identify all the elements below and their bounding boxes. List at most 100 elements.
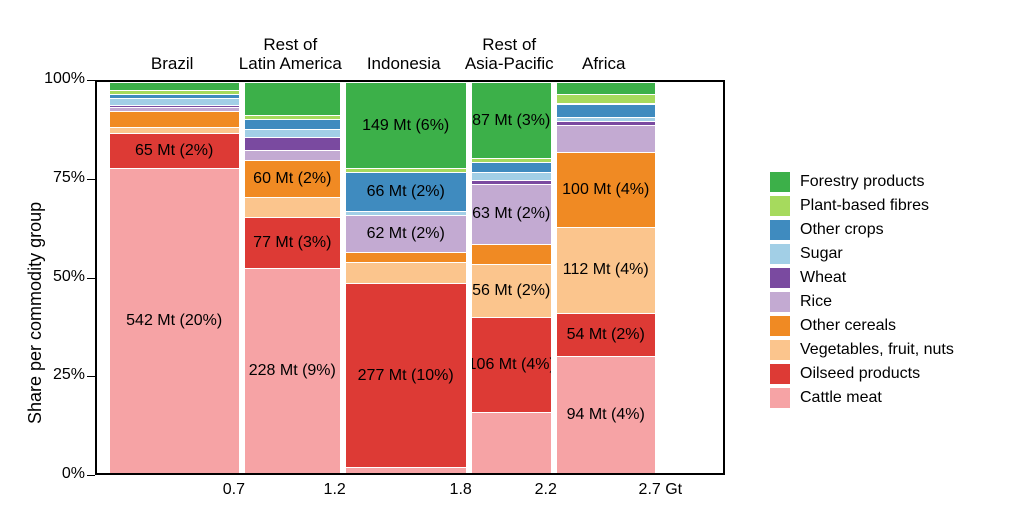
segment-label: 106 Mt (4%) [472,356,551,374]
legend-item: Other cereals [770,314,954,338]
segment-label: 62 Mt (2%) [367,225,445,243]
legend-swatch [770,196,790,216]
column-title: Africa [524,54,684,74]
x-tick-label: 2.7 Gt [639,481,683,499]
y-tick-label: 25% [40,366,85,384]
plot-area: 65 Mt (2%) 542 Mt (20%) 60 Mt (2%) 77 Mt (3… [95,80,725,475]
segment-wheat [245,137,340,151]
segment-othercrops [472,162,551,172]
legend-swatch [770,292,790,312]
legend-swatch [770,316,790,336]
segment-cattle [472,412,551,473]
legend-swatch [770,172,790,192]
legend-swatch [770,340,790,360]
segment-oilseed: 77 Mt (3%) [245,217,340,268]
segment-sugar [472,172,551,180]
x-tick-label: 2.2 [535,481,557,499]
segment-veg [245,197,340,217]
y-tick-mark [87,179,95,180]
segment-cereals [346,252,466,262]
segment-sugar [110,98,239,105]
segment-rice: 62 Mt (2%) [346,215,466,252]
y-tick-mark [87,376,95,377]
legend-label: Sugar [800,245,843,263]
segment-sugar [245,129,340,137]
segment-label: 56 Mt (2%) [472,282,550,300]
segment-label: 54 Mt (2%) [567,326,645,344]
x-tick-label: 1.8 [450,481,472,499]
segment-oilseed: 65 Mt (2%) [110,133,239,168]
segment-cereals [110,111,239,127]
x-tick-label: 1.2 [324,481,346,499]
legend-label: Forestry products [800,173,924,191]
segment-label: 87 Mt (3%) [472,112,550,130]
legend-swatch [770,244,790,264]
segment-label: 66 Mt (2%) [367,183,445,201]
legend-label: Other cereals [800,317,896,335]
legend-label: Cattle meat [800,389,882,407]
segment-oilseed: 277 Mt (10%) [346,283,466,467]
segment-label: 228 Mt (9%) [249,362,336,380]
legend-item: Cattle meat [770,386,954,410]
segment-othercrops [245,119,340,129]
segment-veg [346,262,466,284]
legend-label: Rice [800,293,832,311]
segment-forestry [557,82,655,94]
legend-label: Other crops [800,221,884,239]
segment-othercrops: 66 Mt (2%) [346,172,466,211]
legend-item: Sugar [770,242,954,266]
segment-label: 77 Mt (3%) [253,234,331,252]
column-indonesia: 149 Mt (6%) 66 Mt (2%) 62 Mt (2%) 277 Mt (1… [346,82,466,473]
segment-cereals [472,244,551,264]
segment-rice: 63 Mt (2%) [472,184,551,245]
segment-label: 60 Mt (2%) [253,170,331,188]
y-axis-label: Share per commodity group [25,202,46,424]
column-africa: 100 Mt (4%) 112 Mt (4%) 54 Mt (2%) 94 Mt (4… [557,82,655,473]
segment-cattle: 542 Mt (20%) [110,168,239,473]
legend-item: Forestry products [770,170,954,194]
segment-forestry: 87 Mt (3%) [472,82,551,158]
legend-label: Wheat [800,269,846,287]
chart-container: { "chart": { "type": "marimekko", "y_axi… [0,0,1024,531]
segment-rice [245,150,340,160]
legend-label: Plant-based fibres [800,197,929,215]
segment-forestry [110,82,239,90]
segment-oilseed: 54 Mt (2%) [557,313,655,356]
segment-forestry: 149 Mt (6%) [346,82,466,168]
segment-cereals: 100 Mt (4%) [557,152,655,226]
segment-veg: 112 Mt (4%) [557,227,655,313]
column-rest-of-asia-pacific: 87 Mt (3%) 63 Mt (2%) 56 Mt (2%) 106 Mt (4%… [472,82,551,473]
legend-swatch [770,364,790,384]
segment-label: 100 Mt (4%) [562,181,649,199]
segment-rice [557,125,655,152]
segment-label: 542 Mt (20%) [126,312,222,330]
segment-label: 112 Mt (4%) [563,261,649,279]
segment-fibres [557,94,655,104]
segment-cattle: 228 Mt (9%) [245,268,340,473]
segment-label: 149 Mt (6%) [362,117,449,135]
legend-item: Vegetables, fruit, nuts [770,338,954,362]
legend-swatch [770,220,790,240]
segment-cereals: 60 Mt (2%) [245,160,340,197]
legend-item: Wheat [770,266,954,290]
y-tick-label: 0% [40,465,85,483]
y-tick-label: 50% [40,268,85,286]
y-tick-mark [87,278,95,279]
segment-cattle [346,467,466,473]
segment-forestry [245,82,340,115]
y-tick-mark [87,80,95,81]
legend-item: Plant-based fibres [770,194,954,218]
segment-label: 65 Mt (2%) [135,142,213,160]
legend-label: Oilseed products [800,365,920,383]
segment-label: 94 Mt (4%) [567,406,645,424]
segment-cattle: 94 Mt (4%) [557,356,655,473]
y-tick-mark [87,475,95,476]
segment-label: 277 Mt (10%) [358,367,454,385]
segment-oilseed: 106 Mt (4%) [472,317,551,413]
legend: Forestry products Plant-based fibres Other… [770,170,954,410]
segment-othercrops [557,104,655,118]
legend-item: Other crops [770,218,954,242]
segment-label: 63 Mt (2%) [472,205,550,223]
segment-veg: 56 Mt (2%) [472,264,551,317]
column-rest-of-latin-america: 60 Mt (2%) 77 Mt (3%) 228 Mt (9%) [245,82,340,473]
